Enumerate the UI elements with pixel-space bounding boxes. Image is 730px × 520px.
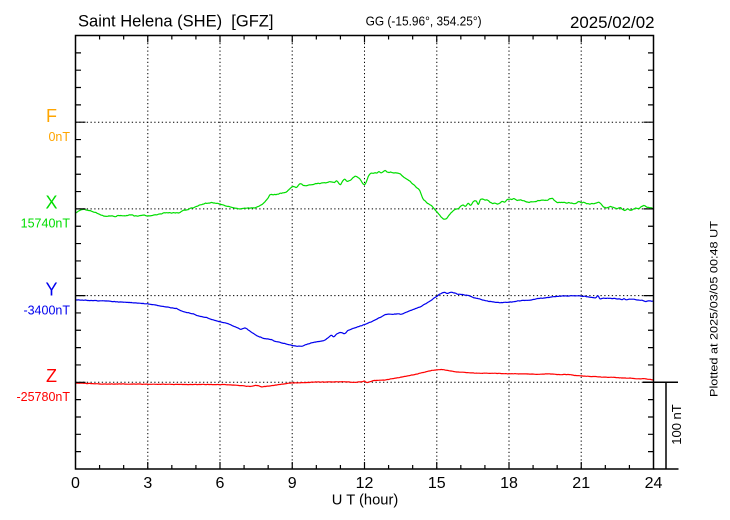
svg-text:15: 15 (428, 475, 446, 492)
svg-text:2025/02/02: 2025/02/02 (570, 13, 655, 32)
svg-text:Y: Y (45, 279, 57, 299)
svg-text:21: 21 (572, 475, 590, 492)
svg-text:X: X (45, 193, 57, 213)
svg-text:-3400nT: -3400nT (23, 303, 70, 317)
svg-text:Z: Z (46, 366, 57, 386)
svg-text:9: 9 (288, 475, 297, 492)
svg-text:24: 24 (645, 475, 663, 492)
svg-text:18: 18 (500, 475, 518, 492)
svg-text:Plotted at 2025/03/05 00:48 UT: Plotted at 2025/03/05 00:48 UT (709, 221, 721, 397)
svg-text:12: 12 (356, 475, 374, 492)
svg-text:0nT: 0nT (48, 130, 70, 144)
svg-text:Saint Helena (SHE) [GFZ]: Saint Helena (SHE) [GFZ] (78, 11, 274, 30)
svg-text:-25780nT: -25780nT (16, 390, 70, 404)
svg-text:100 nT: 100 nT (669, 404, 684, 445)
svg-text:6: 6 (216, 475, 225, 492)
svg-text:U T (hour): U T (hour) (332, 492, 399, 509)
svg-text:15740nT: 15740nT (21, 217, 71, 231)
svg-text:0: 0 (71, 475, 80, 492)
svg-text:GG (-15.96°, 354.25°): GG (-15.96°, 354.25°) (366, 15, 482, 29)
svg-text:3: 3 (143, 475, 152, 492)
svg-text:F: F (46, 106, 57, 126)
